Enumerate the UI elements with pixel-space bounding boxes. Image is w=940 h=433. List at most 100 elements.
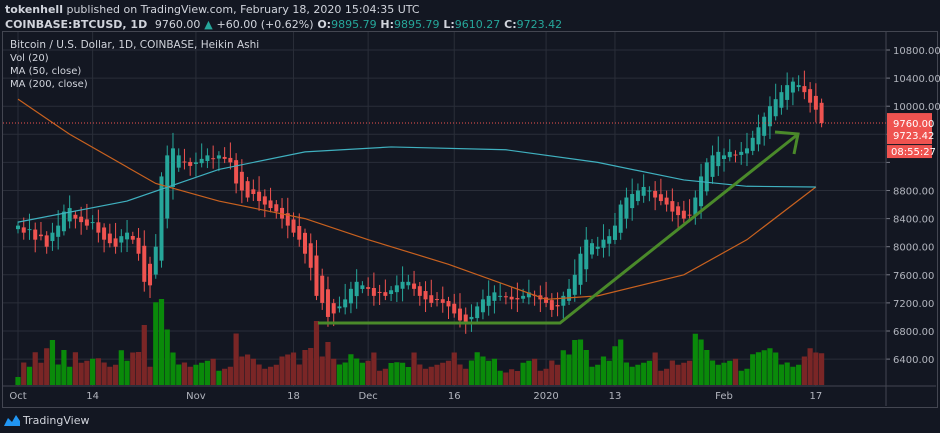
volume-bar: [135, 352, 142, 385]
candle-body: [228, 157, 233, 163]
volume-bar: [589, 366, 595, 385]
candle-body: [693, 197, 698, 215]
volume-bar: [738, 370, 744, 385]
volume-bar: [646, 360, 652, 385]
bar-countdown: 08:55:27: [891, 147, 936, 158]
candle-body: [136, 237, 141, 254]
candle-body: [457, 308, 462, 321]
candle-body: [142, 245, 147, 282]
c-label: C:: [504, 18, 517, 31]
volume-bar: [635, 364, 641, 385]
candle-body: [779, 92, 784, 108]
candle-body: [331, 303, 336, 314]
y-tick-label: 6800.00: [893, 327, 934, 338]
volume-bar: [732, 358, 739, 385]
candle-body: [303, 232, 307, 254]
author[interactable]: tokenhell: [5, 3, 63, 16]
candle-body: [676, 206, 681, 216]
candle-body: [27, 229, 32, 231]
candle-body: [73, 214, 78, 219]
volume-bar: [652, 352, 658, 385]
y-tick-label: 6400.00: [893, 355, 934, 366]
volume-bar: [543, 368, 549, 385]
candle-body: [245, 181, 250, 198]
volume-bar: [773, 352, 779, 385]
triangle-up-icon: ▲: [204, 18, 213, 31]
x-tick-label: 18: [287, 391, 300, 402]
candle-body: [722, 155, 727, 159]
candle-body: [130, 236, 135, 240]
volume-bar: [67, 366, 73, 385]
candle-body: [480, 299, 485, 313]
candle-body: [704, 162, 709, 192]
candle-body: [612, 225, 617, 240]
volume-bar: [15, 377, 21, 385]
volume-bar: [405, 367, 411, 385]
y-tick-label: 8400.00: [893, 215, 934, 226]
candle-body: [808, 89, 813, 103]
candle-body: [813, 95, 818, 110]
volume-bar: [107, 366, 113, 385]
volume-bar: [95, 358, 101, 385]
volume-bar: [807, 348, 813, 385]
candle-body: [343, 299, 348, 308]
y-tick-label: 10000.00: [893, 102, 940, 113]
volume-bar: [509, 369, 515, 385]
volume-bar: [348, 354, 354, 385]
candle-body: [21, 227, 26, 233]
candle-body: [544, 297, 549, 303]
tradingview-logo[interactable]: TradingView: [4, 413, 89, 427]
candle-body: [262, 196, 267, 205]
candle-body: [423, 291, 428, 300]
volume-bar: [755, 352, 762, 385]
candle-body: [268, 200, 273, 209]
volume-bar: [434, 364, 440, 385]
candle-body: [406, 281, 411, 286]
volume-bar: [308, 348, 314, 385]
candle-body: [739, 151, 744, 155]
o-label: O:: [317, 18, 332, 31]
candle-body: [440, 299, 445, 303]
legend-volume[interactable]: Vol (20): [10, 53, 49, 64]
volume-bar: [526, 360, 532, 385]
candle-body: [733, 154, 738, 156]
volume-bar: [715, 364, 721, 385]
legend-ma50[interactable]: MA (50, close): [10, 66, 82, 77]
candle-body: [348, 288, 353, 304]
volume-bar: [319, 356, 325, 385]
volume-bar: [227, 366, 233, 385]
volume-bar: [32, 352, 38, 385]
candle-body: [681, 210, 686, 219]
candle-body: [555, 305, 560, 307]
volume-bar: [451, 352, 457, 385]
x-tick-label: 16: [448, 391, 461, 402]
chart-frame: [2, 31, 938, 408]
volume-bar: [153, 302, 159, 385]
candle-body: [371, 288, 376, 296]
price-tag-box: [887, 113, 932, 145]
candle-body: [515, 298, 520, 300]
legend-series[interactable]: Bitcoin / U.S. Dollar, 1D, COINBASE, Hei…: [10, 39, 260, 51]
volume-bar: [750, 354, 756, 385]
volume-bar: [164, 329, 170, 385]
legend-ma200[interactable]: MA (200, close): [10, 79, 88, 90]
volume-bar: [239, 356, 245, 385]
volume-bar: [84, 360, 90, 385]
volume-bar: [147, 366, 153, 385]
volume-bar: [233, 333, 239, 385]
volume-bar: [411, 352, 417, 385]
publish-text: published on TradingView.com, February 1…: [66, 3, 420, 16]
volume-bar: [382, 368, 388, 385]
volume-bar: [480, 356, 486, 385]
candle-body: [452, 303, 457, 314]
candle-body: [377, 291, 382, 293]
volume-bar: [216, 370, 222, 385]
volume-bar: [342, 362, 348, 385]
candle-body: [641, 186, 646, 196]
candle-body: [119, 236, 124, 243]
candle-body: [383, 292, 388, 296]
volume-bar: [422, 368, 429, 385]
candle-body: [653, 190, 658, 198]
candle-body: [16, 225, 20, 230]
